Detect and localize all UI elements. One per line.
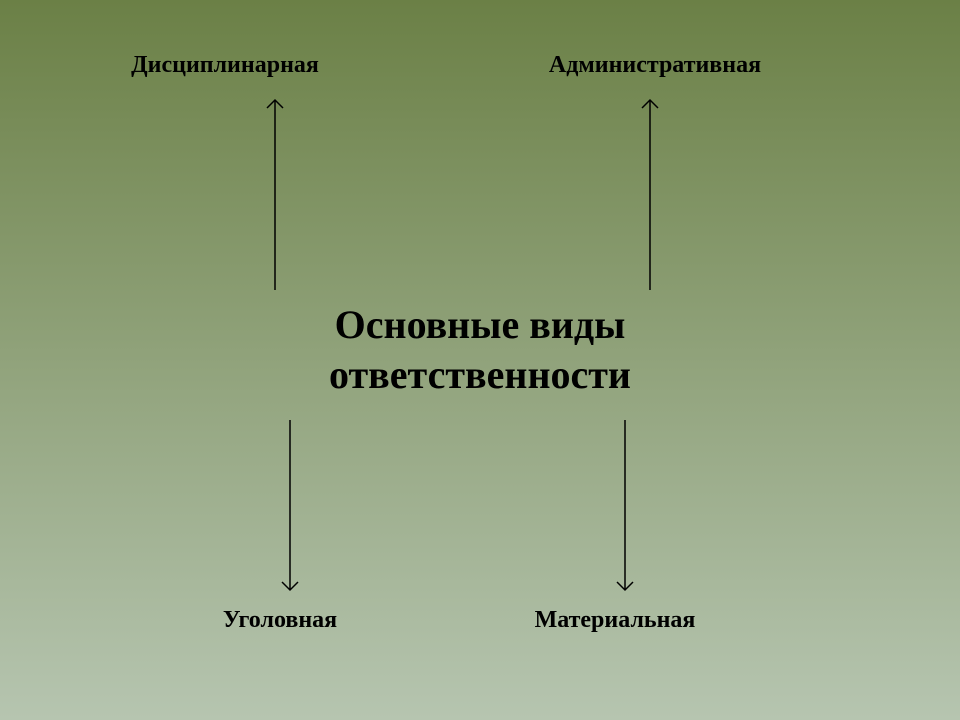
arrow-to-top-right (642, 100, 658, 290)
node-top-right: Административная (549, 50, 761, 80)
arrow-to-bottom-left (282, 420, 298, 590)
diagram-canvas: Основные виды ответственности Дисциплинар… (0, 0, 960, 720)
center-title: Основные виды ответственности (329, 300, 631, 400)
node-bottom-left: Уголовная (223, 605, 337, 635)
arrow-to-top-left (267, 100, 283, 290)
node-bottom-right: Материальная (535, 605, 696, 635)
arrow-to-bottom-right (617, 420, 633, 590)
node-top-left: Дисциплинарная (131, 50, 319, 80)
